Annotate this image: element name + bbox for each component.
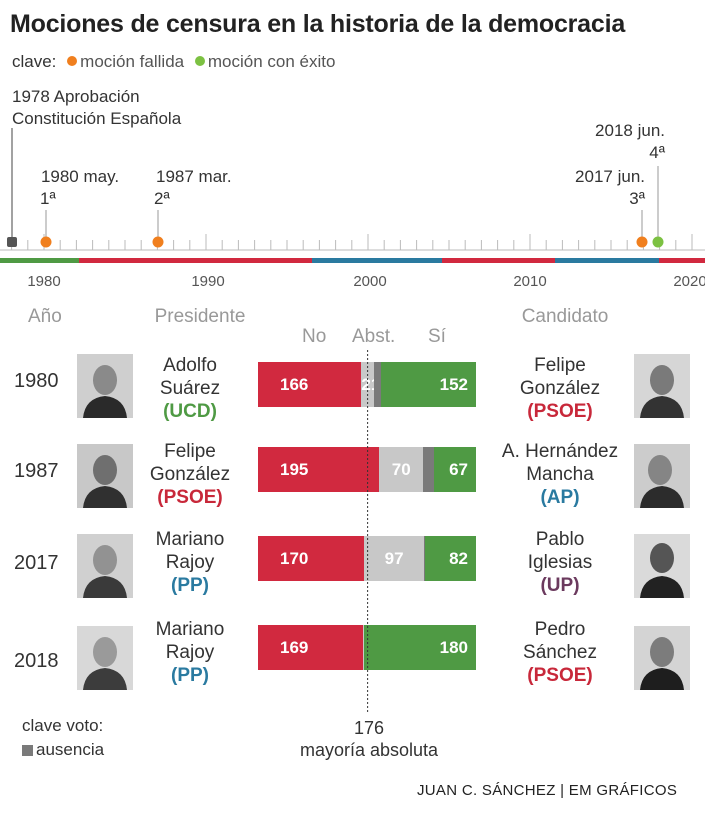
president-photo-avatar (77, 626, 133, 690)
president-first-name: Mariano (155, 529, 225, 550)
event-3-ordinal: 3ª (629, 189, 645, 208)
president-photo-avatar (77, 444, 133, 508)
year-tick-2010: 2010 (513, 273, 546, 290)
president-last-name: Suárez (159, 378, 221, 399)
candidate-party: (PSOE) (527, 401, 593, 422)
row-year: 1987 (14, 460, 59, 482)
absence-swatch-icon (22, 745, 33, 756)
candidate-party: (UP) (540, 575, 580, 596)
legend-success-label: moción con éxito (207, 52, 336, 71)
event-2-dot-icon (152, 236, 164, 248)
absence-label: ausencia (36, 740, 105, 759)
constitution-label-line2: Constitución Española (12, 109, 182, 128)
constitution-marker-icon (7, 237, 17, 247)
event-1-dot-icon (40, 236, 52, 248)
candidate-last-name: Sánchez (523, 642, 597, 663)
president-party: (PSOE) (157, 487, 223, 508)
majority-number: 176 (353, 718, 385, 738)
band-psoe-2 (442, 258, 555, 263)
president-party: (PP) (171, 575, 209, 596)
candidate-name: Pedro Sánchez (PSOE) (505, 618, 615, 687)
vote-key-title: clave voto: (22, 716, 104, 735)
band-pp-2 (555, 258, 659, 263)
president-name: Felipe González (PSOE) (140, 440, 240, 509)
president-photo-avatar (77, 534, 133, 598)
president-first-name: Mariano (155, 619, 225, 640)
header-yes: Sí (428, 326, 446, 347)
header-president: Presidente (154, 306, 246, 327)
vote-key-absence: ausencia (22, 740, 104, 760)
timeline-event-dots (40, 236, 664, 248)
president-photo-avatar (77, 354, 133, 418)
candidate-first-name: Felipe (534, 355, 586, 376)
band-pp-1 (312, 258, 442, 263)
header-no: No (302, 326, 327, 347)
year-tick-1980: 1980 (27, 273, 60, 290)
candidate-first-name: Pedro (534, 619, 586, 640)
candidate-party: (PSOE) (527, 665, 593, 686)
event-4-dot-icon (652, 236, 664, 248)
president-party: (UCD) (163, 401, 217, 422)
timeline-ticks (0, 234, 705, 251)
legend-prefix: clave: (12, 52, 57, 71)
candidate-photo-avatar (634, 626, 690, 690)
majority-label: mayoría absoluta (299, 740, 439, 760)
candidate-last-name: Mancha (526, 464, 594, 485)
event-2-date: 1987 mar. (156, 167, 232, 186)
row-year: 2017 (14, 552, 59, 574)
header-abst: Abst. (352, 326, 396, 347)
event-4-date: 2018 jun. (595, 121, 665, 140)
failed-dot-icon (67, 56, 78, 66)
row-year: 1980 (14, 370, 59, 392)
success-dot-icon (194, 56, 205, 66)
candidate-last-name: González (519, 378, 601, 399)
candidate-photo-avatar (634, 534, 690, 598)
candidate-party: (AP) (540, 487, 580, 508)
president-first-name: Felipe (164, 441, 216, 462)
event-2-ordinal: 2ª (154, 189, 170, 208)
band-ucd (0, 258, 79, 263)
year-tick-2020: 2020 (673, 273, 705, 290)
event-1-ordinal: 1ª (40, 189, 56, 208)
president-first-name: Adolfo (163, 355, 217, 376)
candidate-photo-avatar (634, 354, 690, 418)
event-1-date: 1980 may. (40, 167, 120, 186)
president-last-name: González (149, 464, 231, 485)
header-year: Año (28, 306, 62, 327)
candidate-first-name: Pablo (535, 529, 585, 550)
president-last-name: Rajoy (165, 552, 215, 573)
event-3-dot-icon (636, 236, 648, 248)
row-year: 2018 (14, 650, 59, 672)
year-tick-2000: 2000 (353, 273, 386, 290)
page-title: Mociones de censura en la historia de la… (10, 10, 626, 38)
footer-credit: JUAN C. SÁNCHEZ | EM GRÁFICOS (417, 782, 678, 799)
president-name: Adolfo Suárez (UCD) (140, 354, 240, 423)
legend: clave: moción fallida moción con éxito (12, 52, 335, 72)
president-name: Mariano Rajoy (PP) (140, 528, 240, 597)
timeline: 1980 1990 2000 2010 2020 (0, 128, 705, 290)
president-last-name: Rajoy (165, 642, 215, 663)
president-party: (PP) (171, 665, 209, 686)
band-psoe-1 (79, 258, 312, 263)
band-psoe-3 (659, 258, 705, 263)
event-4-ordinal: 4ª (649, 143, 665, 162)
candidate-name: Felipe González (PSOE) (505, 354, 615, 423)
candidate-first-name: A. Hernández (501, 441, 619, 462)
president-name: Mariano Rajoy (PP) (140, 618, 240, 687)
candidate-name: Pablo Iglesias (UP) (505, 528, 615, 597)
header-candidate: Candidato (521, 306, 609, 327)
candidate-photo-avatar (634, 444, 690, 508)
constitution-label-line1: 1978 Aprobación (12, 87, 140, 106)
event-3-date: 2017 jun. (575, 167, 645, 186)
year-tick-1990: 1990 (191, 273, 224, 290)
candidate-last-name: Iglesias (527, 552, 593, 573)
legend-failed-label: moción fallida (80, 52, 185, 71)
candidate-name: A. Hernández Mancha (AP) (495, 440, 625, 509)
